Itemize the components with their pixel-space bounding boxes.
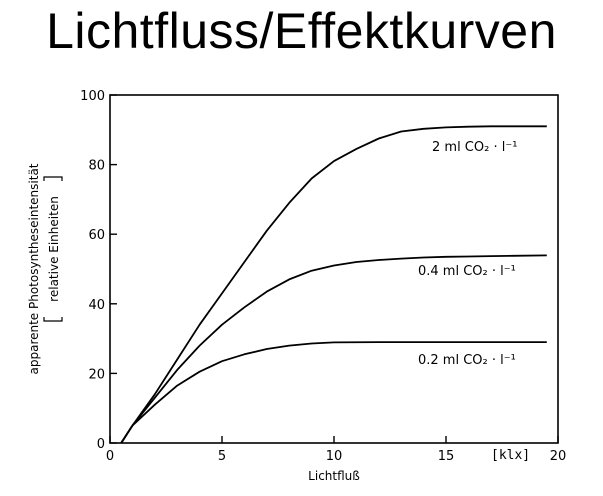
x-tick-label: 5 bbox=[218, 449, 226, 464]
series-label-1: 0.4 ml CO₂ · l⁻¹ bbox=[418, 264, 516, 279]
series-line-2 bbox=[120, 341, 547, 444]
y-tick-label: 60 bbox=[88, 228, 105, 243]
x-axis-unit: [klx] bbox=[491, 448, 530, 463]
y-axis-label: apparente Photosyntheseintensität bbox=[27, 163, 41, 374]
y-axis-sublabel: relative Einheiten bbox=[47, 196, 61, 302]
series-label-2: 0.2 ml CO₂ · l⁻¹ bbox=[418, 353, 516, 368]
slide-title: Lichtfluss/Effektkurven bbox=[46, 3, 557, 59]
x-tick-label: 15 bbox=[438, 449, 455, 464]
x-tick-label: 20 bbox=[550, 449, 567, 464]
series-line-0 bbox=[120, 125, 547, 444]
y-tick-label: 0 bbox=[97, 437, 105, 452]
y-axis-sublabel-brackets bbox=[43, 176, 63, 322]
series-line-1 bbox=[120, 254, 547, 444]
labels: 0 5 10 15 20 0 20 40 60 80 100 2 ml CO₂ · l⁻¹ 0.4 ml… bbox=[27, 89, 566, 483]
curves bbox=[120, 125, 547, 444]
series-label-0: 2 ml CO₂ · l⁻¹ bbox=[432, 140, 517, 155]
y-tick-label: 80 bbox=[88, 159, 105, 174]
y-tick-label: 40 bbox=[88, 298, 105, 313]
x-tick-label: 0 bbox=[106, 449, 114, 464]
x-tick-label: 10 bbox=[326, 449, 343, 464]
x-axis-label: Lichtfluß bbox=[308, 469, 360, 483]
y-tick-label: 20 bbox=[88, 367, 105, 382]
y-tick-label: 100 bbox=[80, 89, 105, 104]
axis-ticks bbox=[109, 94, 559, 444]
